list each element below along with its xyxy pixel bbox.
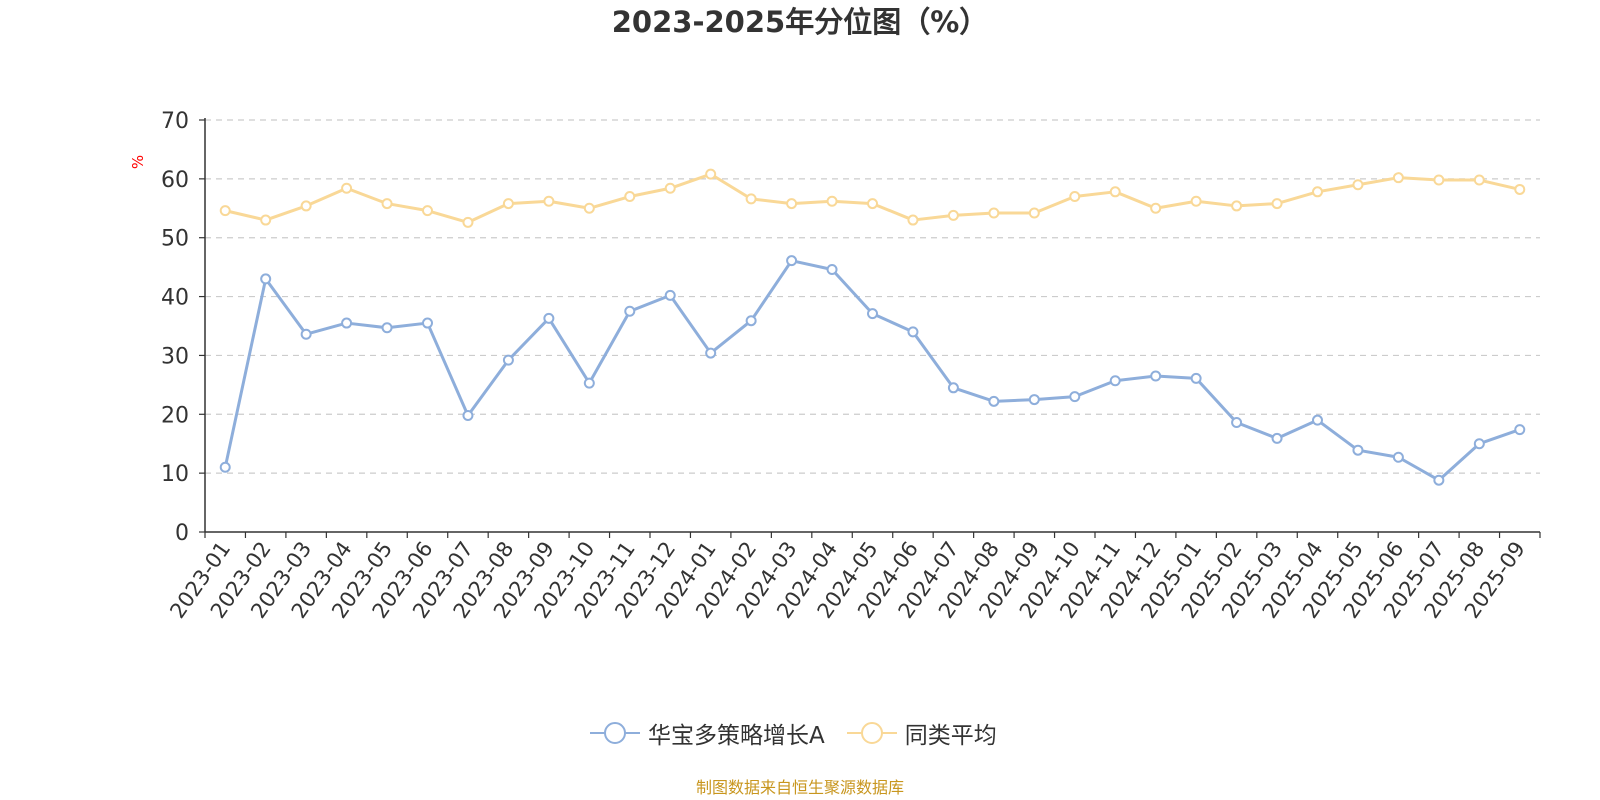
data-point [300, 328, 312, 340]
data-point [1433, 174, 1445, 186]
data-point [462, 216, 474, 228]
data-point [1352, 179, 1364, 191]
data-point [1231, 200, 1243, 212]
source-note: 制图数据来自恒生聚源数据库 [695, 778, 904, 797]
data-point [219, 205, 231, 217]
data-point [988, 207, 1000, 219]
data-point [705, 347, 717, 359]
legend-item-series-2[interactable]: 同类平均 [846, 716, 997, 750]
data-point [502, 198, 514, 210]
data-point [583, 202, 595, 214]
data-point [907, 214, 919, 226]
data-point [1150, 202, 1162, 214]
data-point [219, 461, 231, 473]
legend-label: 同类平均 [904, 723, 997, 749]
y-axis-label: % [129, 155, 147, 169]
data-point [988, 395, 1000, 407]
data-point [462, 409, 474, 421]
data-point [1352, 444, 1364, 456]
data-point [705, 168, 717, 180]
y-tick-label: 60 [161, 168, 189, 193]
y-tick-label: 50 [161, 227, 189, 252]
data-point [867, 198, 878, 210]
y-tick-label: 70 [161, 109, 189, 134]
data-point [260, 214, 272, 226]
data-point [664, 289, 676, 301]
series-line [223, 259, 1521, 482]
data-point [543, 312, 555, 324]
data-point [1069, 191, 1081, 203]
data-point [1392, 172, 1404, 184]
legend-item-series-1[interactable]: 华宝多策略增长A [590, 716, 825, 750]
data-point [1514, 424, 1526, 436]
data-point [1231, 417, 1243, 429]
legend-label: 华宝多策略增长A [648, 723, 825, 749]
y-tick-label: 40 [161, 286, 189, 311]
y-tick-label: 0 [175, 521, 189, 546]
data-point [1271, 432, 1283, 444]
data-point [1473, 174, 1485, 186]
data-point [1028, 207, 1040, 219]
data-point [422, 317, 433, 329]
data-point [1190, 195, 1202, 207]
data-point [826, 263, 838, 275]
data-point [1190, 372, 1202, 384]
legend-marker-icon [846, 722, 897, 744]
data-point [1109, 375, 1121, 387]
data-point [422, 205, 433, 217]
grid-lines [205, 119, 1540, 474]
data-point [907, 326, 919, 338]
data-point [745, 315, 757, 327]
data-point [1312, 414, 1323, 426]
x-tick-labels: 2023-012023-022023-032023-042023-052023-… [165, 537, 1530, 623]
y-tick-label: 30 [161, 344, 189, 369]
chart-title: 2023-2025年分位图（%） [611, 5, 989, 39]
data-point [786, 255, 798, 267]
data-point [341, 317, 353, 329]
data-point [300, 200, 312, 212]
data-point [1271, 198, 1283, 210]
data-point [786, 198, 798, 210]
data-point [381, 322, 393, 334]
data-point [502, 354, 514, 366]
data-point [947, 382, 959, 394]
data-point [1069, 391, 1081, 403]
data-point [260, 273, 272, 285]
data-point [381, 198, 393, 210]
data-point [1109, 186, 1121, 198]
data-point [1150, 370, 1162, 382]
y-tick-labels: 0 10 20 30 40 50 60 70 [161, 109, 189, 546]
data-point [1433, 474, 1445, 486]
data-point [624, 191, 636, 203]
y-tick-label: 20 [161, 403, 189, 428]
data-point [1473, 438, 1485, 450]
data-point [1312, 186, 1323, 198]
data-point [543, 195, 555, 207]
data-point [947, 209, 959, 221]
y-tick-label: 10 [161, 462, 189, 487]
data-point [867, 308, 878, 320]
data-point [624, 305, 636, 317]
data-point [341, 182, 353, 194]
data-point [745, 193, 757, 205]
data-point [583, 377, 595, 389]
data-point [826, 195, 838, 207]
series [219, 168, 1526, 486]
data-point [1392, 451, 1404, 463]
axes [199, 118, 1541, 538]
data-point [664, 182, 676, 194]
legend: 华宝多策略增长A 同类平均 [590, 716, 1019, 750]
data-point [1028, 394, 1040, 406]
legend-marker-icon [590, 722, 640, 744]
data-point [1514, 183, 1526, 195]
